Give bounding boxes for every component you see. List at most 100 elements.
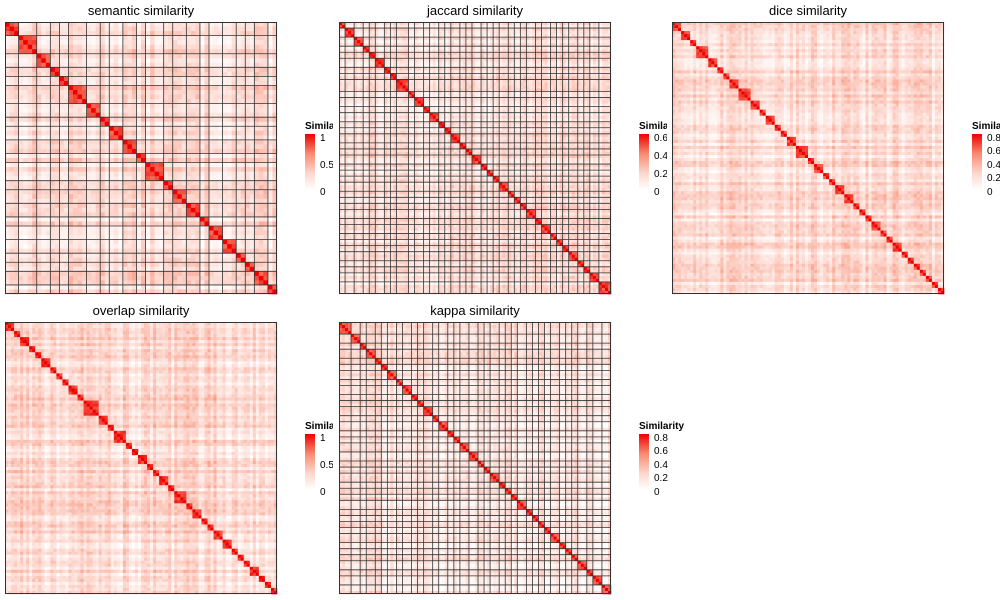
heatmap-cell <box>254 176 260 182</box>
heatmap-cell <box>104 266 110 272</box>
heatmap-cell <box>82 244 87 250</box>
heatmap-cell <box>556 61 560 65</box>
heatmap-cell <box>27 239 33 245</box>
heatmap-cell <box>204 62 210 68</box>
heatmap-cell <box>390 58 394 62</box>
heatmap-cell <box>86 85 92 91</box>
heatmap-cell <box>195 76 201 82</box>
heatmap-cell <box>190 31 196 36</box>
heatmap-cell <box>453 22 458 26</box>
heatmap-cell <box>154 158 160 163</box>
heatmap-cell <box>109 148 115 154</box>
heatmap-cell <box>100 253 106 259</box>
heatmap-cell <box>63 67 69 73</box>
heatmap-cell <box>204 171 210 177</box>
heatmap-cell <box>204 80 210 86</box>
heatmap-cell <box>532 52 536 56</box>
heatmap-cell <box>150 198 155 204</box>
heatmap-cell <box>163 158 169 163</box>
heatmap-cell <box>231 275 237 281</box>
heatmap-cell <box>122 135 128 141</box>
heatmap-cell <box>145 108 151 114</box>
heatmap-cell <box>145 94 151 100</box>
heatmap-cell <box>168 194 174 200</box>
heatmap-cell <box>127 53 133 59</box>
heatmap-cell <box>526 61 530 65</box>
heatmap-cell <box>493 28 497 32</box>
heatmap-cell <box>411 61 415 65</box>
heatmap-cell <box>50 121 56 127</box>
heatmap-cell <box>213 266 219 272</box>
heatmap-cell <box>272 257 278 263</box>
heatmap-cell <box>14 130 19 136</box>
heatmap-cell <box>82 49 87 55</box>
heatmap-cell <box>272 230 278 236</box>
heatmap-cell <box>601 25 606 29</box>
heatmap-cell <box>154 185 160 191</box>
heatmap-cell <box>607 40 612 44</box>
heatmap-cell <box>514 52 518 56</box>
heatmap-cell <box>227 158 233 163</box>
heatmap-cell <box>568 58 573 62</box>
heatmap-cell <box>172 207 178 213</box>
heatmap-cell <box>177 171 183 177</box>
heatmap-cell <box>145 176 151 182</box>
heatmap-cell <box>462 43 467 47</box>
heatmap-cell <box>571 34 576 38</box>
heatmap-cell <box>100 112 106 118</box>
heatmap-cell <box>145 139 151 145</box>
heatmap-cell <box>236 130 242 136</box>
heatmap-cell <box>41 235 47 240</box>
heatmap-cell <box>577 40 582 44</box>
heatmap-cell <box>236 139 242 145</box>
heatmap-cell <box>136 62 142 68</box>
heatmap-cell <box>109 216 115 222</box>
heatmap-cell <box>150 112 155 118</box>
heatmap-cell <box>136 103 142 109</box>
heatmap-cell <box>227 31 233 36</box>
heatmap-cell <box>471 34 476 38</box>
heatmap-cell <box>432 37 437 41</box>
heatmap-cell <box>141 26 146 32</box>
heatmap-cell <box>5 144 10 150</box>
heatmap-cell <box>199 176 205 182</box>
heatmap-cell <box>517 43 521 47</box>
heatmap-cell <box>589 49 594 53</box>
heatmap-cell <box>172 176 178 182</box>
heatmap-cell <box>231 171 237 177</box>
heatmap-cell <box>172 216 178 222</box>
heatmap-cell <box>414 46 418 50</box>
heatmap-cell <box>100 135 106 141</box>
heatmap-cell <box>240 62 246 68</box>
heatmap-cell <box>351 25 355 29</box>
heatmap-cell <box>104 257 110 263</box>
heatmap-cell <box>453 58 458 62</box>
heatmap-cell <box>571 25 576 29</box>
heatmap-cell <box>496 67 500 71</box>
heatmap-cell <box>131 226 137 231</box>
heatmap-cell <box>86 112 92 118</box>
heatmap-cell <box>227 80 233 86</box>
heatmap-cell <box>199 126 205 132</box>
heatmap-cell <box>136 44 142 50</box>
heatmap-cell <box>63 253 69 259</box>
heatmap-cell <box>218 153 223 159</box>
heatmap-cell <box>484 67 488 71</box>
heatmap-cell <box>218 262 223 268</box>
heatmap-cell <box>73 239 78 245</box>
heatmap-cell <box>5 253 10 259</box>
heatmap-cell <box>213 230 219 236</box>
heatmap-cell <box>209 153 214 159</box>
heatmap-cell <box>59 257 65 263</box>
heatmap-cell <box>209 226 214 231</box>
heatmap-cell <box>249 144 255 150</box>
heatmap-cell <box>190 266 196 272</box>
heatmap-cell <box>209 253 214 259</box>
heatmap-cell <box>366 31 370 35</box>
heatmap-cell <box>417 22 421 26</box>
heatmap-cell <box>86 67 92 73</box>
heatmap-cell <box>113 108 119 114</box>
heatmap-cell <box>574 61 579 65</box>
heatmap-cell <box>236 44 242 50</box>
heatmap-cell <box>360 25 364 29</box>
